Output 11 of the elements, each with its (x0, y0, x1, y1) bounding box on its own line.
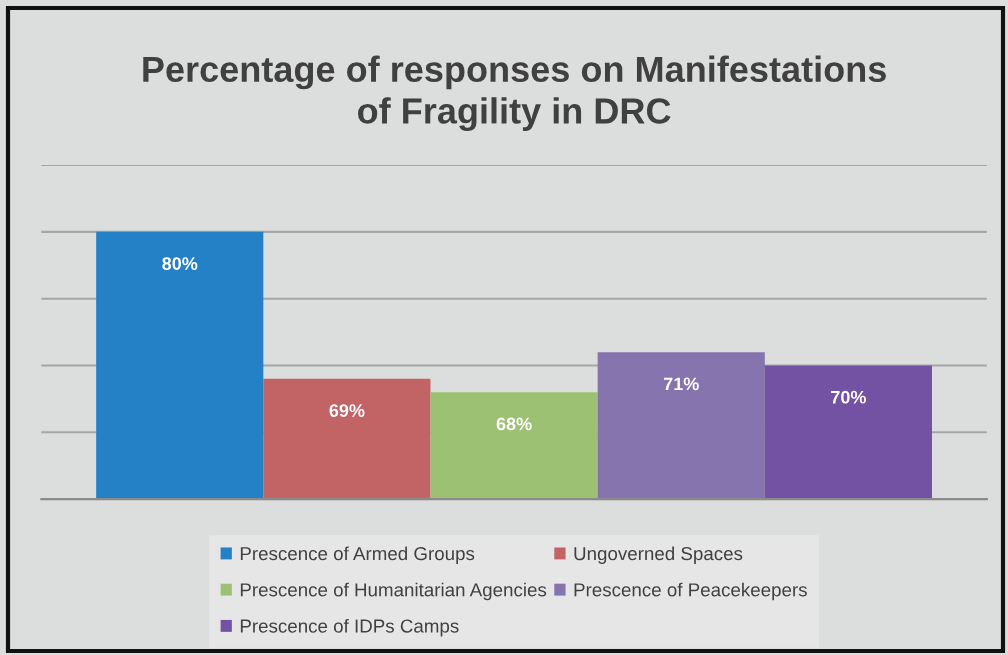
data-label: 71% (663, 377, 699, 391)
chart-title: Percentage of responses on Manifestations of Fragility in DRC (143, 55, 886, 132)
data-label: 69% (329, 404, 365, 417)
legend-label: Prescence of Humanitarian Agencies (240, 582, 547, 601)
legend-label: Ungoverned Spaces (574, 546, 743, 564)
data-label: 68% (496, 417, 532, 431)
data-label: 70% (831, 390, 866, 404)
legend-label: Prescence of Peacekeepers (574, 582, 807, 601)
legend-label: Prescence of Armed Groups (240, 546, 475, 564)
data-label: 80% (162, 257, 198, 270)
legend-label: Prescence of IDPs Camps (240, 618, 459, 637)
